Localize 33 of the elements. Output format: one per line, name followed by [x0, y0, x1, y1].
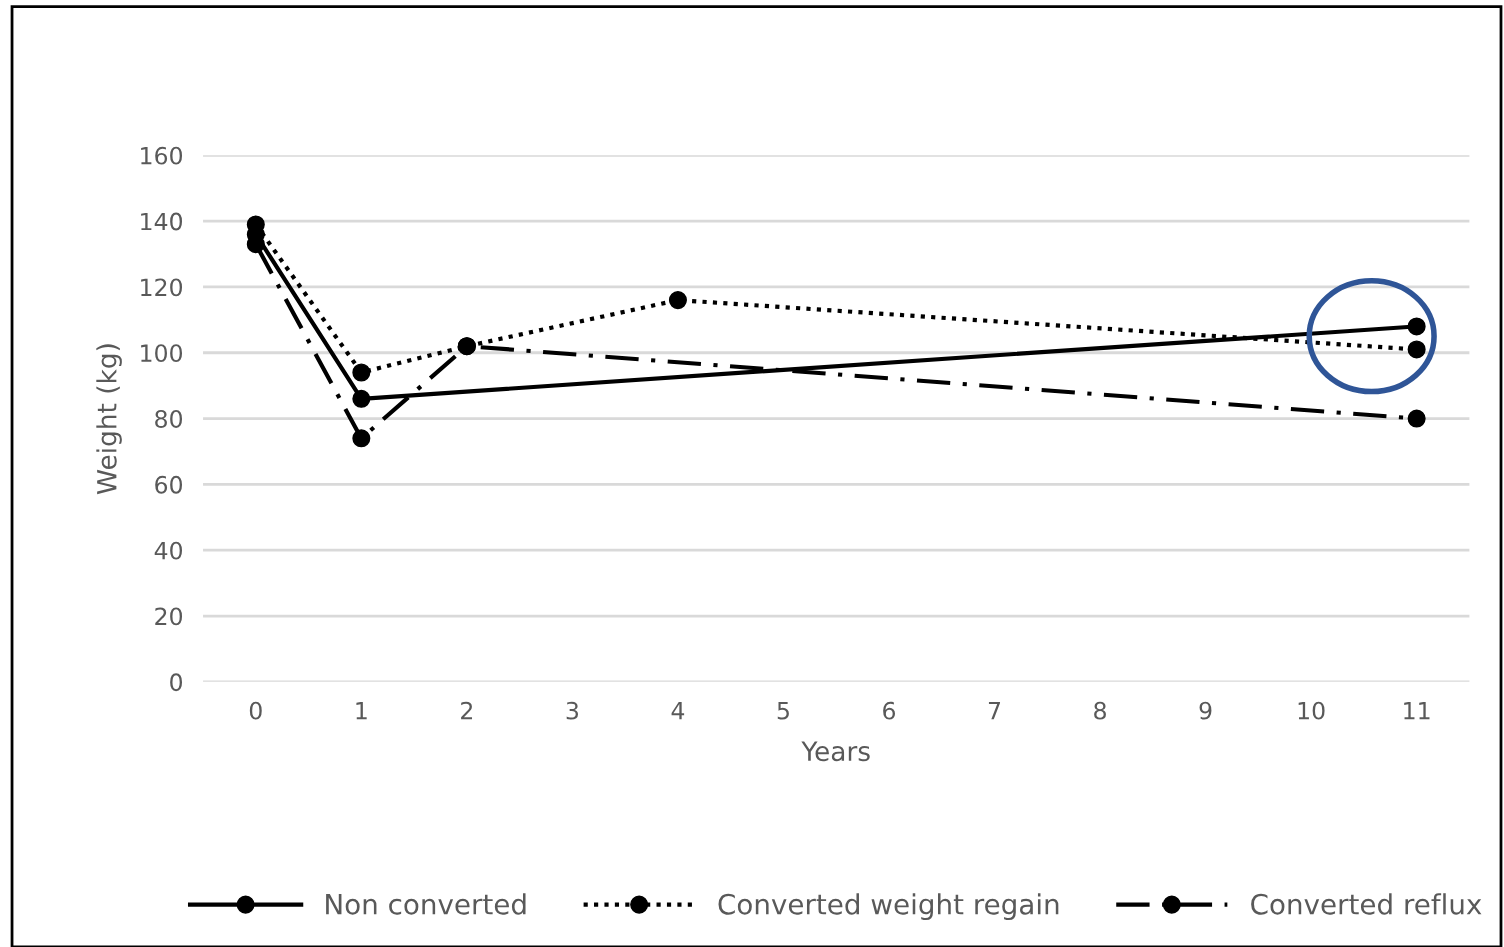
- x-tick-label: 6: [883, 701, 896, 720]
- legend-label: Converted weight regain: [718, 893, 1059, 921]
- point: [352, 429, 371, 448]
- x-tick-label: 0: [249, 701, 262, 720]
- y-tick-label: 160: [141, 146, 183, 165]
- y-tick-label: 140: [141, 212, 183, 231]
- x-tick-label: 2: [461, 701, 473, 720]
- x-tick-label: 9: [1199, 701, 1212, 720]
- y-tick-label: 0: [170, 673, 183, 692]
- y-tick-label: 60: [155, 475, 183, 494]
- x-tick-label: 7: [988, 702, 1001, 720]
- point: [668, 291, 687, 310]
- y-axis-title: Weight (kg): [96, 344, 122, 495]
- y-tick-label: 40: [154, 541, 183, 560]
- y-tick-label: 100: [141, 344, 183, 363]
- point: [352, 363, 371, 382]
- legend-label: Converted reflux: [1251, 893, 1482, 915]
- x-tick-label: 10: [1298, 701, 1325, 720]
- legend-label: Non converted: [326, 893, 526, 915]
- x-tick-label: 11: [1404, 702, 1430, 720]
- point: [1407, 340, 1426, 359]
- y-tick-label: 120: [141, 278, 183, 297]
- y-tick-label: 80: [155, 410, 183, 428]
- x-tick-label: 4: [671, 702, 685, 720]
- point: [1407, 317, 1426, 336]
- x-tick-label: 5: [777, 702, 789, 720]
- x-tick-label: 8: [1094, 701, 1106, 720]
- point: [352, 389, 371, 408]
- x-tick-label: 3: [566, 701, 579, 720]
- x-axis-title: Years: [801, 741, 870, 762]
- x-tick-label: 1: [356, 702, 367, 720]
- point: [1407, 409, 1426, 428]
- y-tick-label: 20: [155, 607, 183, 626]
